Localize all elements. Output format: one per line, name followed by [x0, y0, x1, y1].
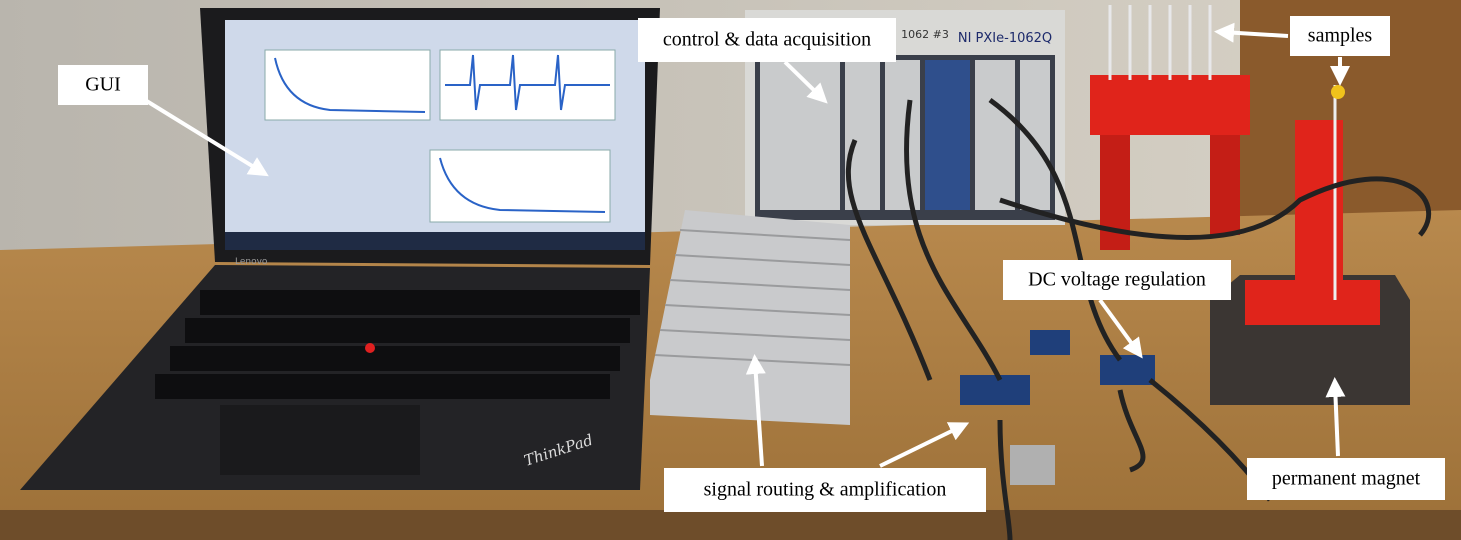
label-box — [58, 65, 148, 105]
laptop-maker: Lenovo — [235, 257, 268, 267]
label-box — [1247, 458, 1445, 500]
label-control: control & data acquisition — [663, 29, 871, 51]
label-signal: signal routing & amplification — [704, 479, 947, 501]
label-dc: DC voltage regulation — [1028, 269, 1206, 291]
label-box — [1290, 16, 1390, 56]
label-gui: GUI — [85, 74, 121, 96]
arrow — [879, 422, 970, 468]
chassis-model: NI PXIe-1062Q — [958, 31, 1052, 46]
arrow — [783, 60, 828, 104]
arrow — [1098, 298, 1143, 359]
label-box — [1003, 260, 1231, 300]
arrow — [143, 98, 269, 177]
arrow — [1325, 377, 1346, 457]
chassis-id: 1062 #3 — [901, 28, 949, 41]
label-samples: samples — [1308, 25, 1373, 47]
label-box — [638, 18, 896, 62]
label-magnet: permanent magnet — [1272, 468, 1421, 490]
annotations: GUI control & data acquisition samples D… — [58, 16, 1445, 512]
arrow — [745, 354, 766, 467]
label-box — [664, 468, 986, 512]
arrow — [1214, 22, 1289, 43]
